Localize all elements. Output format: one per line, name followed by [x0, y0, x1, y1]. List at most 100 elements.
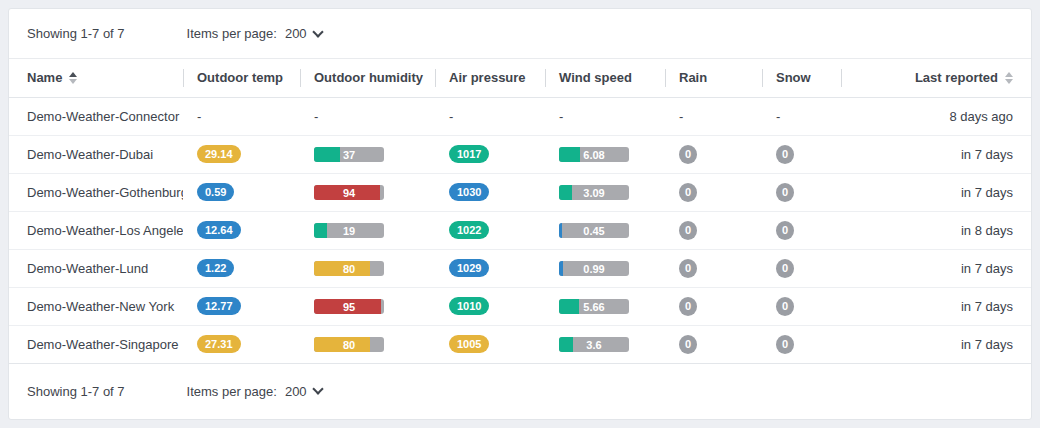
- showing-count: Showing 1-7 of 7: [27, 384, 125, 399]
- table-row[interactable]: Demo-Weather-Dubai29.143710176.0800in 7 …: [9, 135, 1031, 173]
- pressure-empty-value: -: [449, 109, 453, 124]
- items-per-page-value: 200: [285, 26, 307, 41]
- column-header-wind-speed: Wind speed: [545, 59, 665, 97]
- column-header-label: Outdoor humidity: [314, 70, 423, 85]
- humidity-bar: 80: [314, 261, 384, 276]
- pressure-badge: 1022: [449, 221, 489, 239]
- column-header-label: Air pressure: [449, 70, 526, 85]
- table-row[interactable]: Demo-Weather-Gothenburg0.599410303.0900i…: [9, 173, 1031, 211]
- wind-bar-value: 3.6: [559, 337, 629, 352]
- rain-cell: -: [665, 97, 762, 135]
- temp-badge: 1.22: [197, 259, 234, 277]
- sort-down-arrow: [69, 79, 77, 84]
- snow-badge: 0: [776, 221, 794, 240]
- column-header-label: Name: [27, 70, 62, 85]
- chevron-down-icon: [312, 384, 323, 395]
- temp-cell: 12.64: [183, 211, 300, 249]
- wind-bar-value: 3.09: [559, 185, 629, 200]
- device-name: Demo-Weather-Los Angeles: [9, 211, 183, 249]
- table-row[interactable]: Demo-Weather-Lund 1.22 80 1029 0.99 0 0 in 7 da…: [9, 249, 1031, 287]
- temp-badge: 12.64: [197, 221, 241, 239]
- humidity-bar: 80: [314, 337, 384, 352]
- items-per-page-label: Items per page:: [187, 26, 277, 41]
- humidity-cell: 80: [300, 325, 435, 363]
- column-header-snow: Snow: [762, 59, 841, 97]
- pressure-badge: 1029: [449, 259, 489, 277]
- snow-badge: 0: [776, 145, 794, 164]
- sort-down-arrow: [1005, 79, 1013, 84]
- snow-cell: 0: [762, 135, 841, 173]
- humidity-bar-value: 94: [314, 185, 384, 200]
- column-header-name[interactable]: Name: [9, 59, 183, 97]
- snow-cell: 0: [762, 173, 841, 211]
- wind-bar-value: 5.66: [559, 299, 629, 314]
- device-name: Demo-Weather-Dubai: [9, 135, 183, 173]
- table-row[interactable]: Demo-Weather-Singapore27.318010053.600in…: [9, 325, 1031, 363]
- pressure-cell: 1010: [435, 287, 545, 325]
- humidity-bar-value: 80: [314, 261, 384, 276]
- table-row[interactable]: Demo-Weather-New York12.779510105.6600in…: [9, 287, 1031, 325]
- items-per-page-label: Items per page:: [187, 384, 277, 399]
- humidity-cell: 95: [300, 287, 435, 325]
- column-header-label: Rain: [679, 70, 707, 85]
- rain-cell: 0: [665, 173, 762, 211]
- column-header-last-reported[interactable]: Last reported: [841, 59, 1031, 97]
- sort-up-arrow: [1005, 72, 1013, 77]
- showing-count: Showing 1-7 of 7: [27, 26, 125, 41]
- snow-badge: 0: [776, 259, 794, 278]
- rain-cell: 0: [665, 325, 762, 363]
- humidity-bar: 19: [314, 223, 384, 238]
- temp-cell: 0.59: [183, 173, 300, 211]
- rain-cell: 0: [665, 287, 762, 325]
- device-name: Demo-Weather-Lund: [9, 249, 183, 287]
- humidity-cell: 94: [300, 173, 435, 211]
- table-row[interactable]: Demo-Weather-Los Angeles12.641910220.450…: [9, 211, 1031, 249]
- snow-cell: 0: [762, 325, 841, 363]
- temp-cell: 29.14: [183, 135, 300, 173]
- table-row[interactable]: Demo-Weather-Connector------8 days ago: [9, 97, 1031, 135]
- humidity-cell: 19: [300, 211, 435, 249]
- device-name: Demo-Weather-Connector: [9, 97, 183, 135]
- humidity-cell: 37: [300, 135, 435, 173]
- snow-badge: 0: [776, 335, 794, 354]
- sort-icon: [1005, 72, 1013, 84]
- temp-empty-value: -: [197, 109, 201, 124]
- column-header-label: Outdoor temp: [197, 70, 283, 85]
- wind-cell: 0.45: [545, 211, 665, 249]
- wind-cell: 5.66: [545, 287, 665, 325]
- pressure-cell: -: [435, 97, 545, 135]
- weather-devices-table: Name Outdoor temp Outdoor humidity Air pres…: [9, 59, 1031, 364]
- temp-badge: 12.77: [197, 297, 241, 315]
- items-per-page-select[interactable]: Items per page: 200: [187, 26, 322, 41]
- column-header-label: Last reported: [915, 70, 998, 85]
- device-table-card: Showing 1-7 of 7 Items per page: 200 Nam…: [8, 8, 1032, 420]
- items-per-page-value: 200: [285, 384, 307, 399]
- temp-cell: 12.77: [183, 287, 300, 325]
- pressure-badge: 1017: [449, 145, 489, 163]
- column-header-label: Snow: [776, 70, 811, 85]
- pressure-cell: 1030: [435, 173, 545, 211]
- sort-up-arrow: [69, 72, 77, 77]
- wind-bar: 0.99: [559, 261, 629, 276]
- chevron-down-icon: [312, 26, 323, 37]
- items-per-page-select[interactable]: Items per page: 200: [187, 384, 322, 399]
- rain-cell: 0: [665, 211, 762, 249]
- column-header-outdoor-humidity: Outdoor humidity: [300, 59, 435, 97]
- pressure-badge: 1030: [449, 183, 489, 201]
- wind-bar: 3.6: [559, 337, 629, 352]
- snow-empty-value: -: [776, 109, 780, 124]
- device-name: Demo-Weather-New York: [9, 287, 183, 325]
- wind-bar-value: 0.99: [559, 261, 629, 276]
- last-reported: 8 days ago: [841, 97, 1031, 135]
- last-reported: in 8 days: [841, 211, 1031, 249]
- temp-badge: 0.59: [197, 183, 234, 201]
- pressure-cell: 1029: [435, 249, 545, 287]
- pagination-bar-bottom: Showing 1-7 of 7 Items per page: 200: [9, 364, 1031, 420]
- device-name: Demo-Weather-Gothenburg: [9, 173, 183, 211]
- wind-cell: 3.6: [545, 325, 665, 363]
- rain-badge: 0: [679, 259, 697, 278]
- snow-cell: -: [762, 97, 841, 135]
- humidity-bar-value: 80: [314, 337, 384, 352]
- last-reported: in 7 days: [841, 287, 1031, 325]
- last-reported: in 7 days: [841, 249, 1031, 287]
